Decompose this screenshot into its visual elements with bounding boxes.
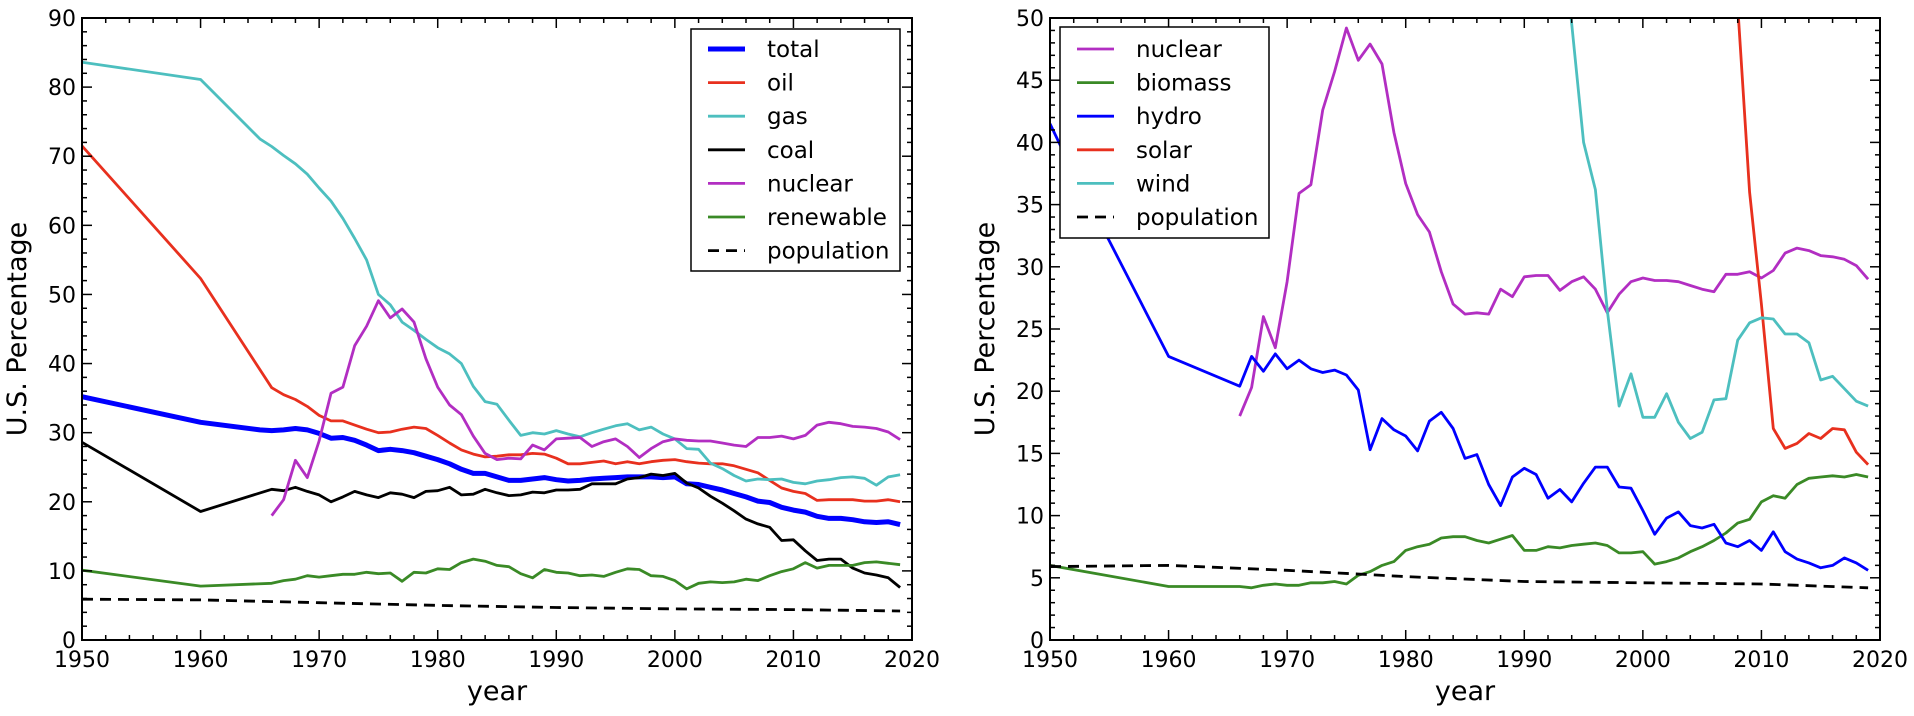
series-line-population	[82, 597, 901, 613]
x-tick-label: 2020	[884, 648, 940, 673]
y-axis-label: U.S. Percentage	[970, 222, 1001, 437]
legend-label-population: population	[1136, 205, 1258, 231]
x-tick-label: 1970	[291, 648, 347, 673]
x-tick-label: 2010	[765, 648, 821, 673]
y-tick-label: 40	[48, 353, 76, 378]
y-axis-label: U.S. Percentage	[2, 222, 33, 437]
legend-box	[1059, 26, 1270, 239]
legend-label-solar: solar	[1136, 138, 1193, 164]
y-tick-label: 10	[1016, 505, 1044, 530]
series-line-coal	[82, 441, 901, 589]
y-tick-label: 40	[1016, 131, 1044, 156]
x-tick-label: 1950	[54, 648, 110, 673]
x-tick-label: 1960	[1141, 648, 1197, 673]
x-axis-label: year	[467, 676, 528, 707]
y-tick-label: 20	[48, 491, 76, 516]
plot-frame	[81, 17, 913, 641]
series-line-nuclear	[270, 299, 901, 517]
legend-label-nuclear: nuclear	[1136, 37, 1222, 63]
x-tick-label: 2020	[1852, 648, 1908, 673]
series-line-gas	[82, 60, 901, 487]
legend-label-gas: gas	[767, 104, 808, 130]
series-line-renewable	[82, 557, 901, 591]
y-tick-label: 50	[1016, 7, 1044, 32]
legend: total oil gas coal nuclear renewable populatio…	[690, 28, 901, 272]
x-tick-label: 1950	[1022, 648, 1078, 673]
y-tick-label: 70	[48, 145, 76, 170]
y-tick-label: 35	[1016, 194, 1044, 219]
y-tick-label: 60	[48, 214, 76, 239]
x-tick-label: 1980	[410, 648, 466, 673]
x-tick-label: 1990	[1496, 648, 1552, 673]
legend-label-nuclear: nuclear	[767, 171, 853, 197]
y-tick-label: 10	[48, 560, 76, 585]
series-group	[82, 60, 901, 613]
series-line-population	[1050, 564, 1869, 590]
x-tick-label: 1990	[528, 648, 584, 673]
legend-label-renewable: renewable	[767, 205, 887, 231]
legend-label-oil: oil	[767, 71, 794, 97]
y-tick-label: 15	[1016, 442, 1044, 467]
y-tick-label: 0	[1030, 629, 1044, 654]
y-tick-label: 90	[48, 7, 76, 32]
legend-label-population: population	[767, 239, 889, 265]
legend: nuclear biomass hydro solar wind population	[1059, 26, 1270, 239]
series-line-solar	[1737, 18, 1870, 466]
y-tick-label: 20	[1016, 380, 1044, 405]
y-tick-label: 80	[48, 76, 76, 101]
legend-label-hydro: hydro	[1136, 104, 1202, 130]
y-tick-label: 0	[62, 629, 76, 654]
series-line-nuclear	[1238, 26, 1870, 417]
y-tick-label: 30	[48, 422, 76, 447]
left-chart: 1950 1960 1970 1980 1990 2000 2010 2020 0 10 20 30 4…	[2, 7, 940, 707]
y-tick-label: 5	[1030, 567, 1044, 592]
x-tick-label: 1980	[1378, 648, 1434, 673]
y-tick-label: 50	[48, 283, 76, 308]
series-line-oil	[82, 144, 901, 504]
legend-label-coal: coal	[767, 138, 814, 164]
series-line-biomass	[1050, 473, 1869, 590]
x-tick-label: 1960	[173, 648, 229, 673]
x-tick-label: 2000	[1615, 648, 1671, 673]
legend-label-wind: wind	[1136, 171, 1190, 197]
x-axis-label: year	[1435, 676, 1496, 707]
y-tick-label: 25	[1016, 318, 1044, 343]
series-line-hydro	[1050, 123, 1869, 572]
x-tick-label: 2000	[647, 648, 703, 673]
legend-label-biomass: biomass	[1136, 71, 1232, 97]
y-tick-label: 45	[1016, 69, 1044, 94]
series-line-wind	[1569, 18, 1869, 440]
right-chart: 1950 1960 1970 1980 1990 2000 2010 2020 0 5 10 15 20…	[970, 7, 1908, 707]
series-group	[1050, 18, 1870, 590]
x-tick-label: 2010	[1733, 648, 1789, 673]
x-tick-label: 1970	[1259, 648, 1315, 673]
y-tick-label: 30	[1016, 256, 1044, 281]
legend-label-total: total	[767, 37, 820, 63]
series-line-total	[82, 394, 901, 528]
